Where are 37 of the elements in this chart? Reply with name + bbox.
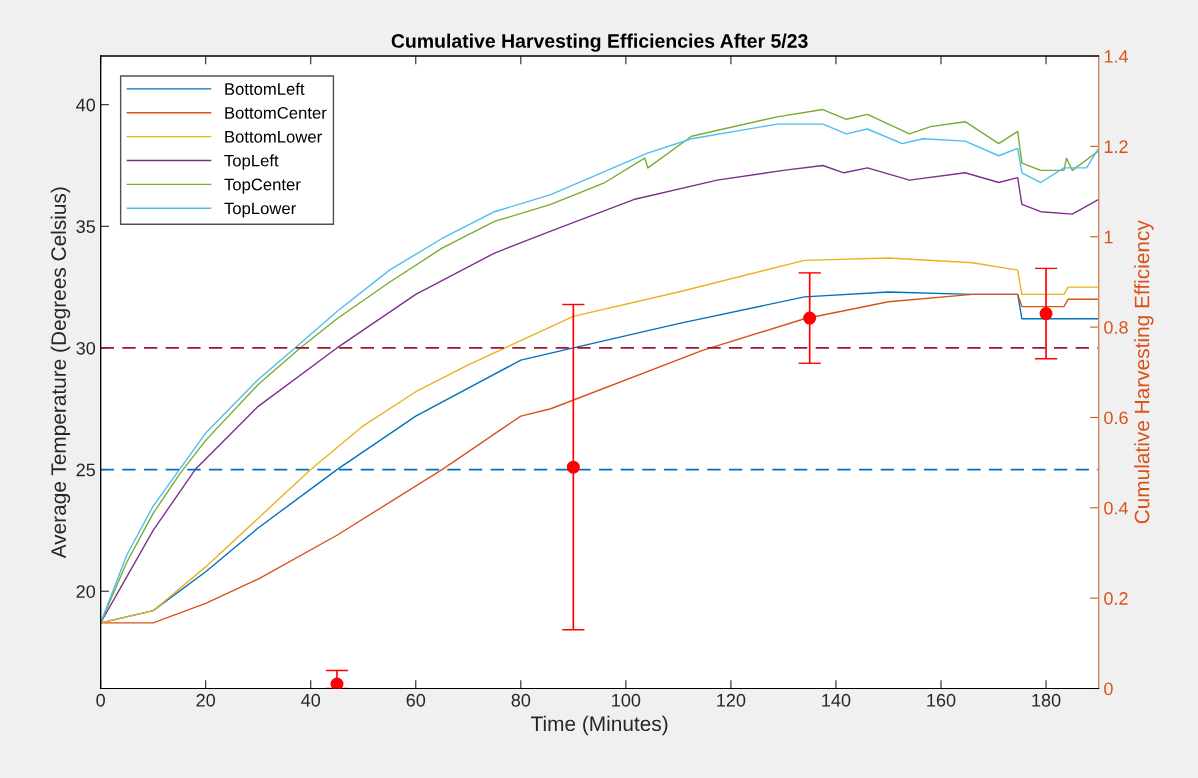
y2-tick-label: 1.4	[1104, 50, 1128, 63]
x-tick-label: 20	[196, 693, 216, 707]
legend-label: TopLeft	[224, 154, 279, 170]
y2-tick-label: 0.2	[1104, 592, 1128, 605]
x-tick-label: 120	[717, 693, 746, 707]
y-tick-label: 35	[76, 220, 96, 234]
legend-label: BottomLower	[225, 131, 322, 143]
y-axis-title: Average Temperature (Degrees Celsius)	[50, 187, 71, 559]
x-tick-label: 180	[1032, 693, 1061, 707]
chart-title: Cumulative Harvesting Efficiencies After 5/23	[391, 33, 808, 52]
point	[566, 460, 580, 474]
y-tick-label: 40	[76, 98, 96, 112]
y2-tick-label: 0.4	[1104, 501, 1128, 515]
legend-label: TopLower	[224, 202, 296, 218]
y-tick-label: 30	[76, 341, 96, 355]
y2-axis-title: Cumulative Harvesting Efficiency	[1134, 220, 1154, 524]
legend-label: TopCenter	[224, 178, 301, 194]
x-tick-label: 40	[301, 693, 321, 707]
point	[1039, 307, 1053, 321]
point	[803, 311, 817, 325]
x-tick-label: 140	[822, 693, 851, 707]
x-tick-label: 100	[612, 693, 641, 707]
y2-tick-label: 0	[1104, 682, 1113, 696]
x-tick-label: 60	[406, 693, 426, 707]
legend-label: BottomCenter	[225, 106, 327, 119]
y-tick-label: 25	[76, 463, 96, 477]
x-tick-label: 80	[511, 693, 531, 707]
y2-tick-label: 1	[1104, 230, 1113, 244]
x-axis-title: Time (Minutes)	[531, 715, 668, 736]
point	[330, 677, 344, 689]
y-tick-label: 20	[76, 585, 96, 598]
x-tick-label: 0	[96, 693, 105, 707]
legend-label: BottomLeft	[225, 82, 305, 95]
y2-tick-label: 0.6	[1104, 411, 1128, 425]
y2-tick-label: 1.2	[1104, 140, 1128, 153]
y2-tick-label: 0.8	[1104, 321, 1128, 334]
x-tick-label: 160	[927, 693, 956, 707]
